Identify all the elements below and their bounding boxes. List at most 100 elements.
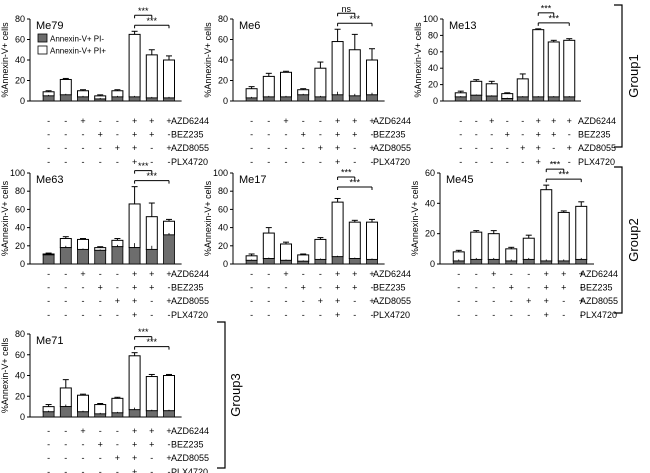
bar-segment-pi-pos [575,205,588,260]
bar-segment-pi-pos [145,54,158,99]
condition-sign: + [132,130,137,140]
condition-sign: - [150,310,153,320]
panel-title: Me13 [449,20,477,32]
bar-segment-pi-neg [42,254,55,265]
panel-title: Me45 [446,174,474,186]
condition-sign: - [353,143,356,153]
group-label: Group1 [626,54,641,97]
condition-sign: - [116,310,119,320]
bar-segment-pi-neg [314,259,327,265]
bar-segment-pi-pos [262,75,275,98]
row-label-azd8055: AZD8055 [171,296,209,306]
condition-sign: + [166,453,171,463]
condition-sign: - [371,283,374,293]
bar-segment-pi-neg [262,258,275,265]
bar-segment-pi-pos [314,238,327,260]
bar-segment-pi-pos [331,41,344,96]
y-tick-label: 40 [218,55,228,65]
bar-segment-pi-neg [94,413,107,418]
bar-segment-pi-neg [163,410,175,418]
sig-label: *** [341,168,352,178]
sig-label: *** [350,178,361,188]
bar-segment-pi-neg [262,96,275,102]
condition-sign: + [561,283,566,293]
bar-segment-pi-neg [470,94,483,102]
condition-sign: + [352,116,357,126]
bar-segment-pi-neg [575,259,588,265]
bar-segment-pi-neg [454,96,467,102]
row-label-azd8055: AZD8055 [171,143,209,153]
condition-sign: - [250,143,253,153]
row-label-azd6244: AZD6244 [373,269,411,279]
condition-sign: - [527,283,530,293]
condition-sign: - [267,269,270,279]
row-label-bez235: BEZ235 [373,130,406,140]
bar-segment-pi-pos [128,355,141,411]
condition-sign: - [116,440,119,450]
row-label-plx4720: PLX4720 [171,467,208,473]
panel-title: Me63 [36,174,64,186]
panel-title: Me17 [239,174,267,186]
condition-sign: - [353,296,356,306]
sig-label: *** [138,161,149,171]
bar-segment-pi-neg [145,410,158,418]
condition-sign: - [47,283,50,293]
condition-sign: - [319,310,322,320]
y-tick-label: 20 [15,76,25,86]
condition-sign: - [47,116,50,126]
bar-segment-pi-neg [145,249,158,265]
condition-sign: - [527,269,530,279]
bar-segment-pi-pos [557,211,570,262]
row-label-azd8055: AZD8055 [171,453,209,463]
bar-segment-pi-neg [522,259,535,265]
row-label-azd8055: AZD8055 [580,296,618,306]
condition-sign: - [250,130,253,140]
condition-sign: - [457,310,460,320]
y-axis-label: %Annexin-V+ cells [0,337,10,413]
condition-sign: - [82,440,85,450]
sig-label: *** [350,14,361,24]
bar-segment-pi-neg [470,259,483,265]
y-axis-label: %Annexin-V+ cells [0,180,10,256]
condition-sign: + [369,269,374,279]
group-bracket [217,321,226,469]
condition-sign: - [82,130,85,140]
sig-label: *** [147,171,158,181]
bar-segment-pi-pos [314,67,327,98]
row-label-plx4720: PLX4720 [171,310,208,320]
condition-sign: - [353,157,356,167]
condition-sign: - [285,283,288,293]
bar-segment-pi-neg [297,94,310,102]
condition-sign: - [150,157,153,167]
condition-sign: - [302,296,305,306]
y-tick-label: 0 [20,412,25,422]
condition-sign: - [552,143,555,153]
y-tick-label: 80 [15,186,25,196]
legend-swatch-pi-neg [37,33,48,43]
condition-sign: - [99,157,102,167]
y-tick-label: 0 [20,96,25,106]
condition-sign: + [149,116,154,126]
bar-segment-pi-pos [280,243,292,261]
row-label-azd6244: AZD6244 [171,269,209,279]
condition-sign: - [99,310,102,320]
condition-sign: - [99,296,102,306]
condition-sign: + [166,426,171,436]
condition-sign: + [132,296,137,306]
panel-title: Me71 [36,335,64,347]
condition-sign: - [47,157,50,167]
bar-segment-pi-pos [128,33,141,98]
condition-sign: - [302,116,305,126]
bar-segment-pi-pos [77,238,89,250]
row-label-azd6244: AZD6244 [171,426,209,436]
sig-label: *** [147,16,158,26]
condition-sign: - [457,269,460,279]
bar-segment-pi-pos [470,80,483,96]
condition-sign: - [64,296,67,306]
y-axis-label: %Annexin-V+ cells [413,22,423,98]
y-tick-label: 100 [10,168,25,178]
bar-segment-pi-neg [77,96,89,102]
row-label-plx4720: PLX4720 [580,310,617,320]
condition-sign: + [536,116,541,126]
